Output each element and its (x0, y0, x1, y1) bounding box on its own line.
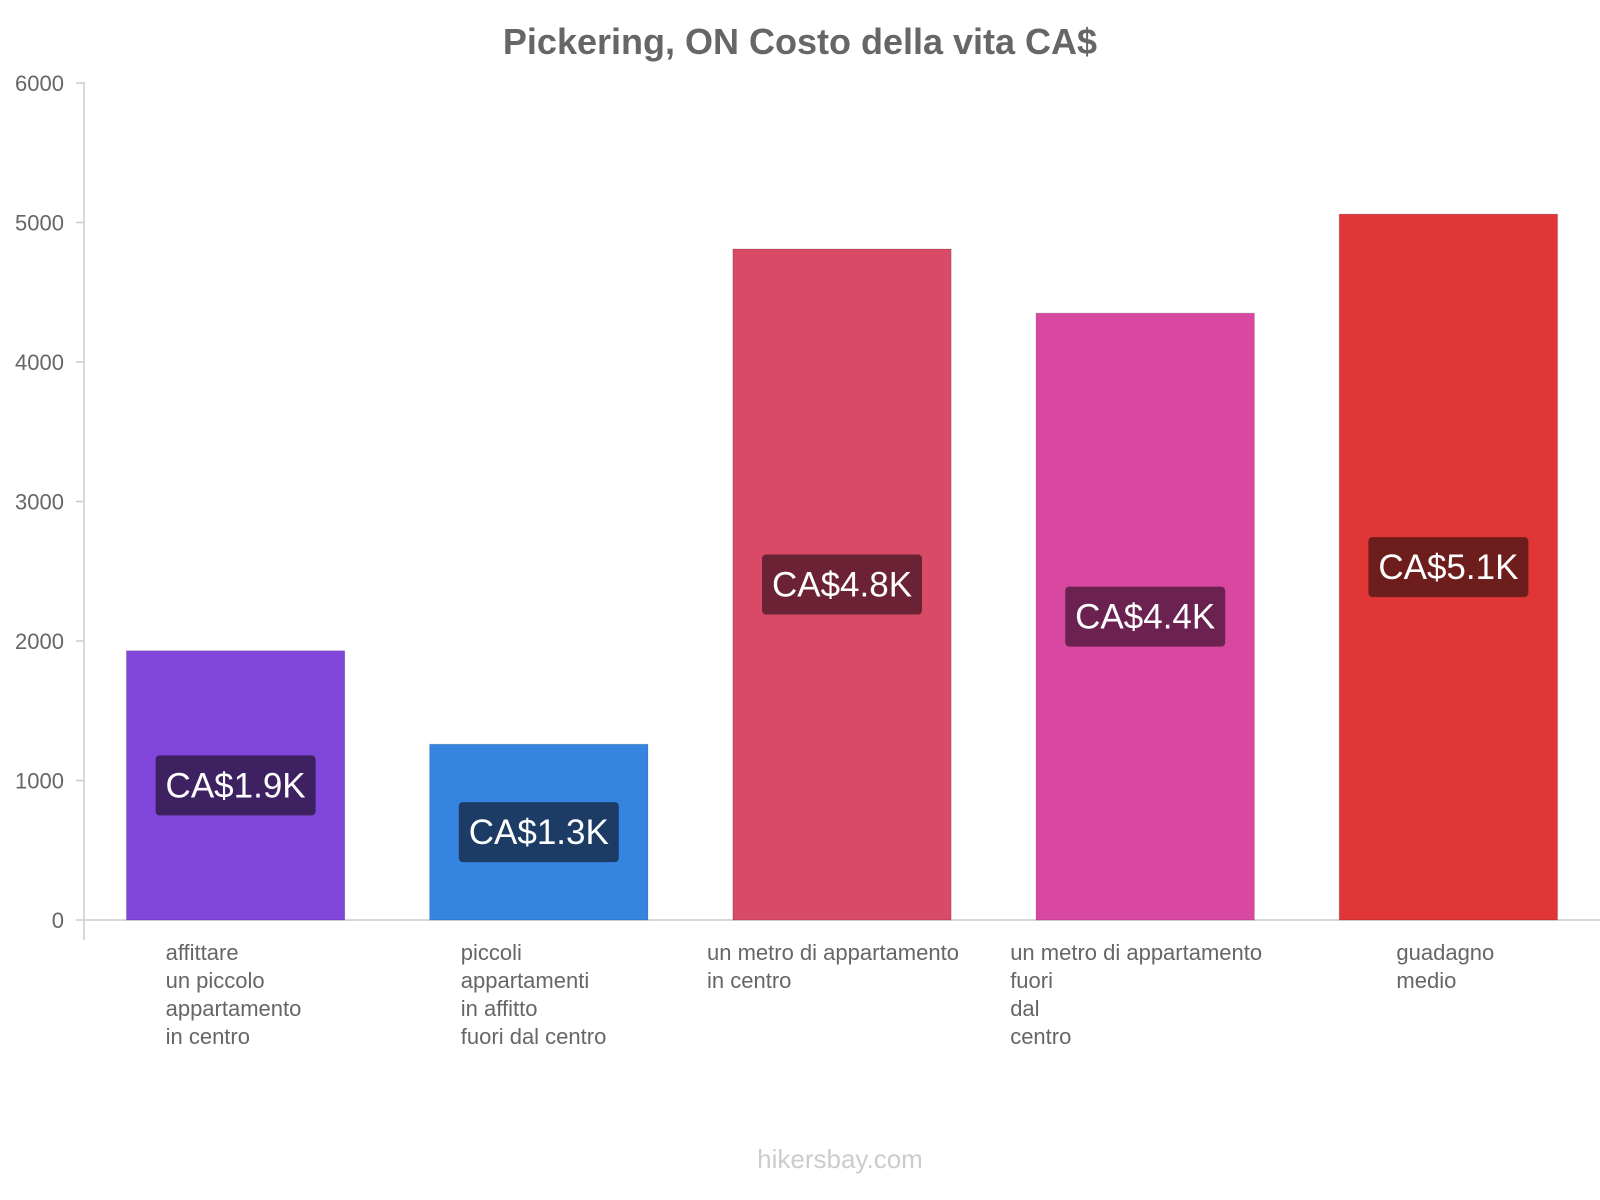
category-label-line: fuori (1010, 968, 1053, 993)
chart-title: Pickering, ON Costo della vita CA$ (503, 21, 1097, 62)
category-label-line: piccoli (461, 940, 522, 965)
category-label-line: dal (1010, 996, 1039, 1021)
category-label-line: guadagno (1396, 940, 1494, 965)
data-label: CA$1.9K (166, 766, 306, 805)
category-label: guadagno medio (1396, 940, 1494, 993)
category-label-line: in centro (166, 1024, 250, 1049)
category-label-line: centro (1010, 1024, 1071, 1049)
category-label-line: un piccolo (166, 968, 265, 993)
y-tick-label: 3000 (15, 490, 64, 515)
category-label-line: un metro di appartamento (1010, 940, 1262, 965)
category-label-line: in centro (707, 968, 791, 993)
data-label: CA$4.8K (772, 566, 912, 605)
data-label-box (155, 755, 316, 816)
y-tick-label: 1000 (15, 769, 64, 794)
data-label-box (762, 554, 922, 615)
category-label: un metro di appartamento in centro (707, 940, 959, 993)
category-label: affittare un piccolo appartamento in centro (166, 940, 302, 1049)
y-tick-label: 6000 (15, 71, 64, 96)
y-tick-label: 5000 (15, 211, 64, 236)
category-label-line: fuori dal centro (461, 1024, 607, 1049)
y-tick-label: 4000 (15, 350, 64, 375)
data-label: CA$5.1K (1378, 548, 1518, 587)
x-axis-categories: affittare un piccolo appartamento in centro… (166, 940, 1495, 1049)
category-label-line: medio (1396, 968, 1456, 993)
credit-text: hikersbay.com (757, 1144, 923, 1174)
bars: CA$1.9K CA$1.3K CA$4.8K CA$4.4K CA$5.1K (125, 213, 1559, 921)
data-label-box (458, 802, 619, 863)
category-label-line: appartamenti (461, 968, 589, 993)
y-tick-label: 0 (52, 908, 64, 933)
category-label-line: un metro di appartamento (707, 940, 959, 965)
category-label-line: affittare (166, 940, 239, 965)
data-label: CA$4.4K (1075, 598, 1215, 637)
data-label-box (1368, 537, 1529, 598)
category-label-line: appartamento (166, 996, 302, 1021)
category-label: piccoli appartamenti in affitto fuori dal c… (461, 940, 607, 1049)
data-label: CA$1.3K (469, 813, 609, 852)
category-label: un metro di appartamento fuori dal centro (1010, 940, 1262, 1049)
y-axis-ticks: 0 1000 2000 3000 4000 5000 6000 (15, 71, 84, 933)
y-tick-label: 2000 (15, 629, 64, 654)
data-label-box (1065, 586, 1226, 647)
category-label-line: in affitto (461, 996, 538, 1021)
